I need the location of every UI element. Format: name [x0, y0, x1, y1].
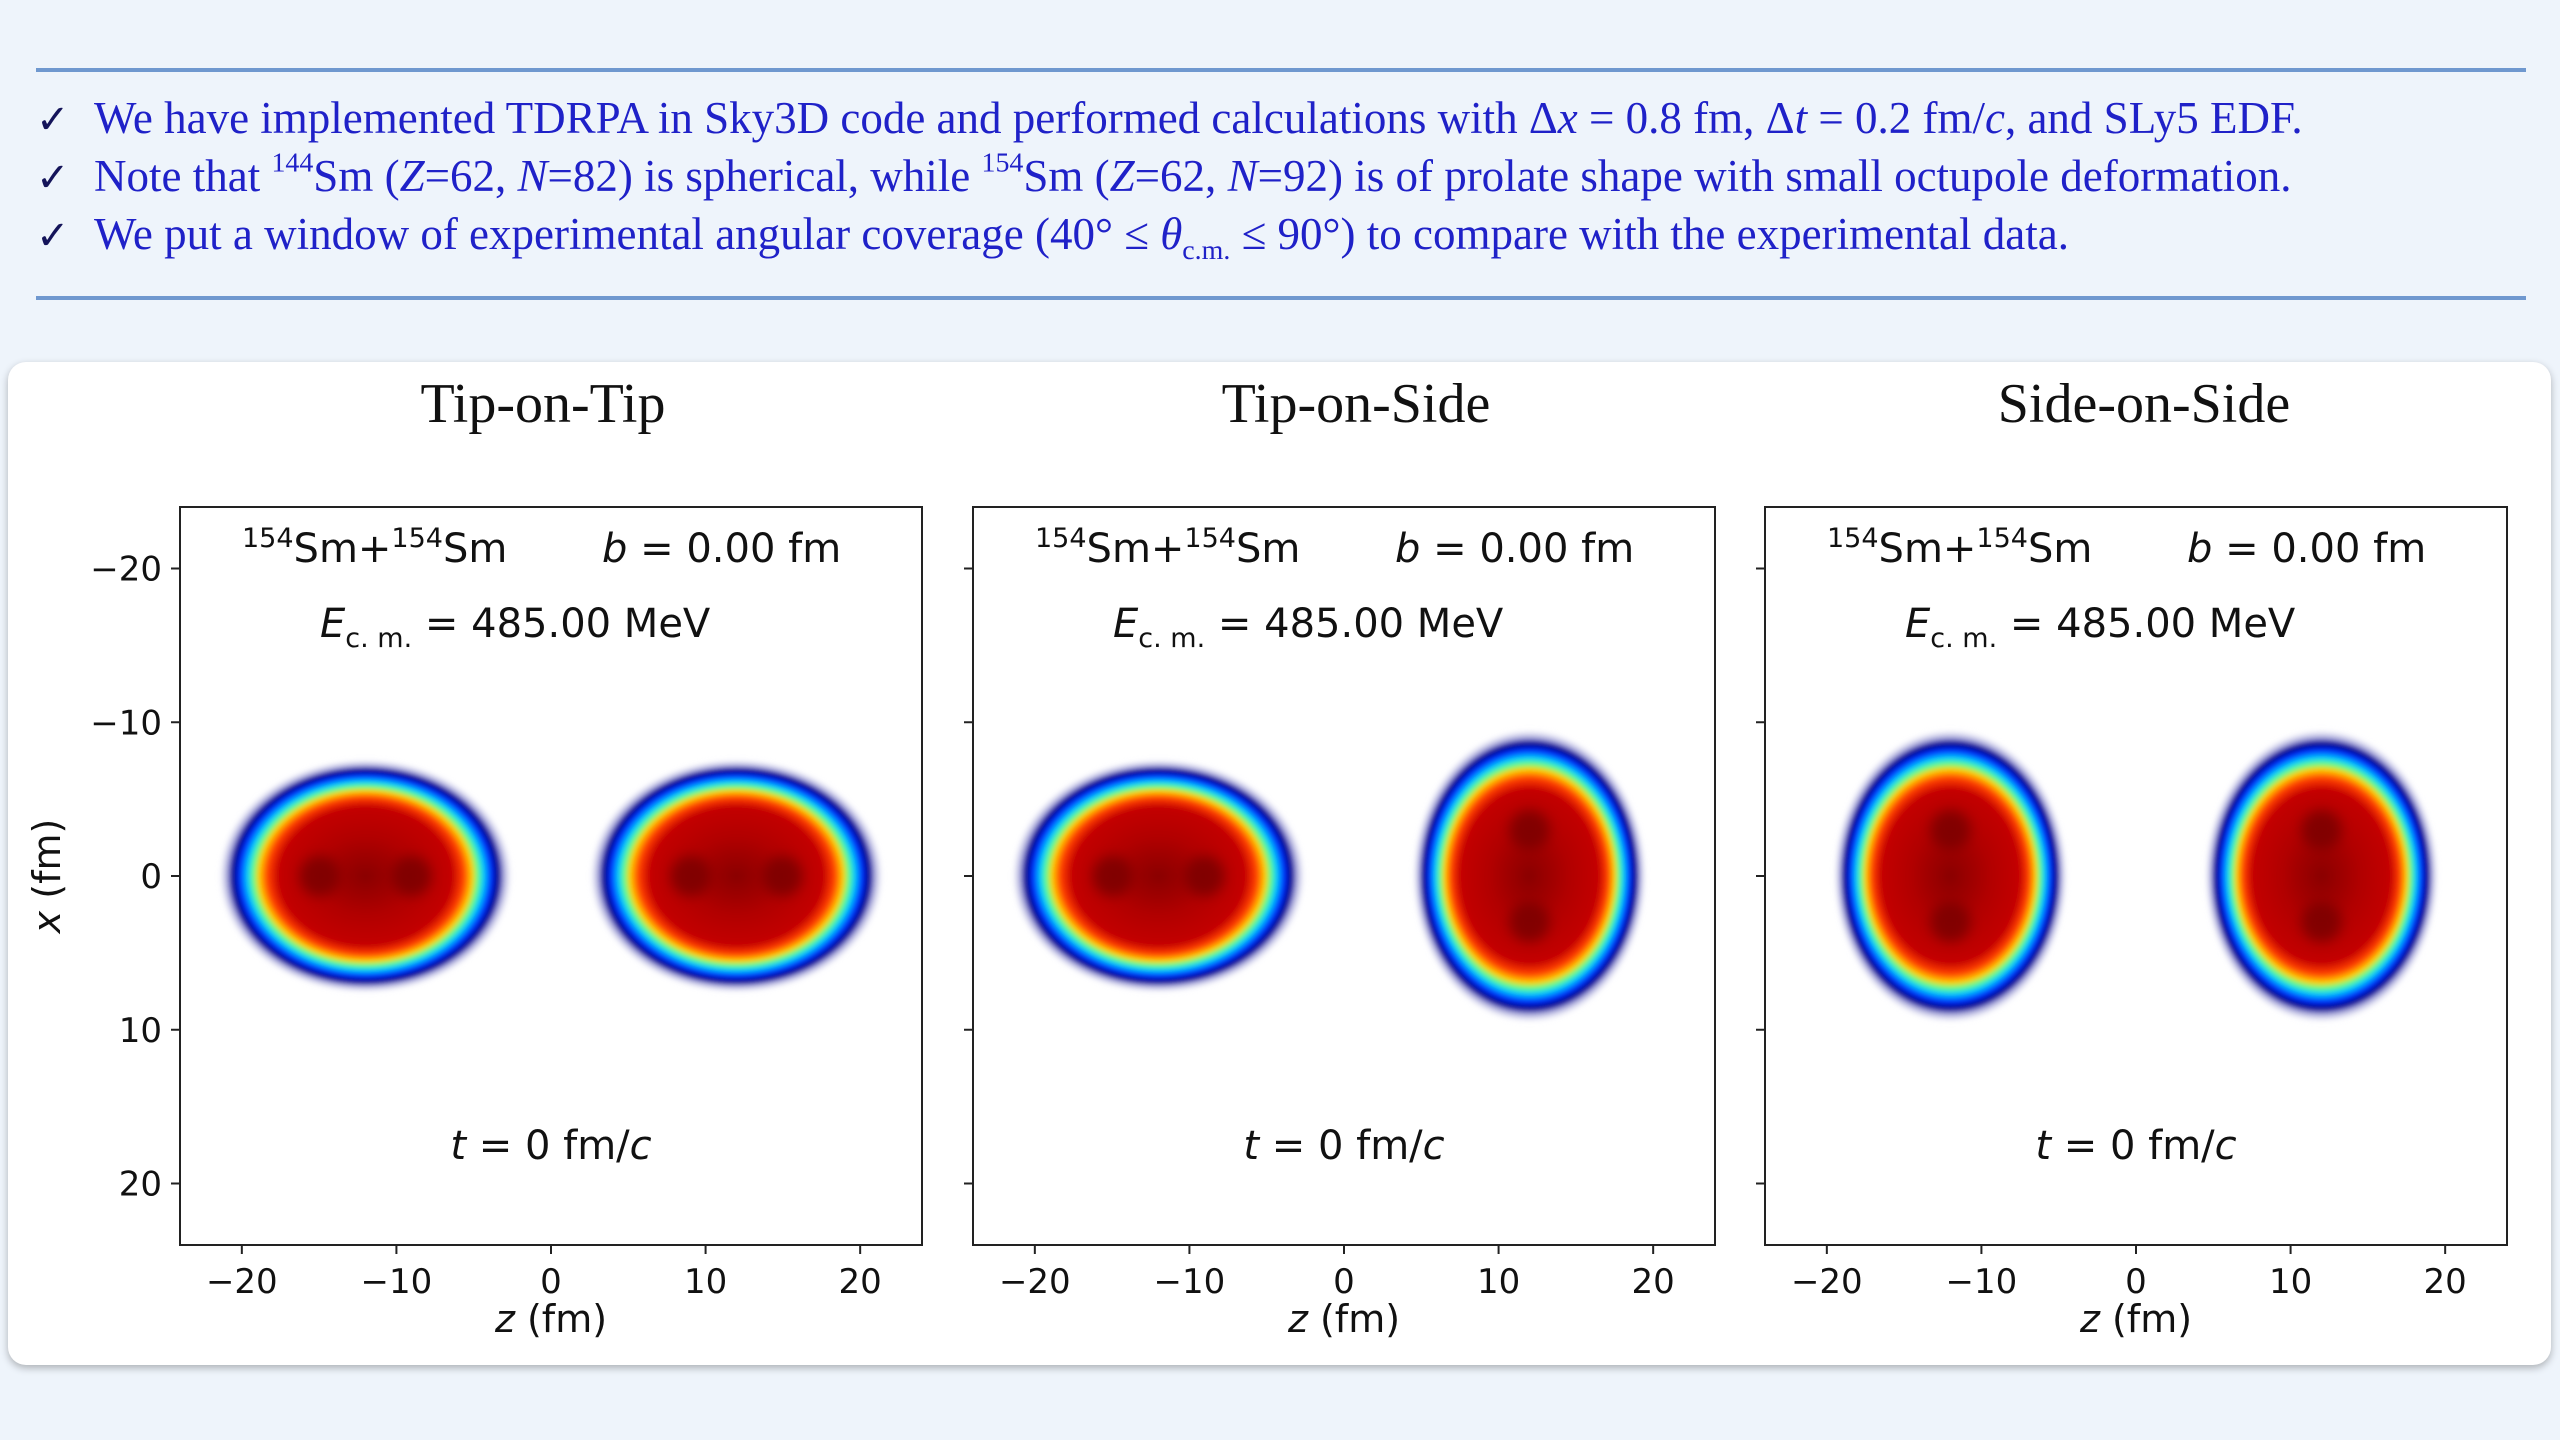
x-tick-label: 10 [2269, 1262, 2312, 1302]
bullet-text-2: Note that 144Sm (Z=62, N=82) is spherica… [94, 147, 2292, 201]
nucleus-density-blob [2203, 728, 2440, 1024]
x-tick-label: −10 [361, 1262, 433, 1302]
time-label: t = 0 fm/c [450, 1123, 651, 1169]
density-peak [1930, 810, 1971, 850]
x-tick-label: −20 [1791, 1262, 1863, 1302]
density-peak [1930, 902, 1971, 942]
impact-parameter-label: b = 0.00 fm [2187, 526, 2426, 572]
density-peak [1092, 856, 1133, 896]
x-tick-label: 20 [1632, 1262, 1675, 1302]
density-peak [762, 856, 803, 896]
x-tick-label: 0 [2125, 1262, 2147, 1302]
y-tick-label: 20 [119, 1165, 162, 1205]
x-tick-label: −20 [206, 1262, 278, 1302]
energy-label: Ec. m. = 485.00 MeV [320, 601, 711, 654]
density-peak [1184, 856, 1225, 896]
density-peak [2301, 810, 2342, 850]
x-tick-label: 10 [1477, 1262, 1520, 1302]
x-tick-label: −10 [1154, 1262, 1226, 1302]
checkmark-icon: ✓ [36, 97, 70, 143]
reaction-label: 154Sm+154Sm [242, 523, 507, 572]
nucleus-density-blob [588, 758, 885, 994]
nucleus-density-blob [1411, 728, 1648, 1024]
y-tick-label: −20 [90, 550, 162, 590]
x-tick-label: 20 [2424, 1262, 2467, 1302]
density-peak [1509, 902, 1550, 942]
y-tick-label: 0 [140, 857, 162, 897]
density-peak [670, 856, 711, 896]
figure-card: Tip-on-Tip −20 −10 0 10 20 −20 −10 0 10 20 z (fm) 15… [8, 362, 2551, 1365]
time-label: t = 0 fm/c [2035, 1123, 2236, 1169]
panel-title: Side-on-Side [1998, 373, 2290, 435]
density-peak [391, 856, 432, 896]
x-tick-label: 10 [684, 1262, 727, 1302]
time-label: t = 0 fm/c [1243, 1123, 1444, 1169]
bullet-item-2: ✓ Note that 144Sm (Z=62, N=82) is spheri… [36, 147, 2536, 208]
nucleus-density-blob [1010, 758, 1307, 994]
impact-parameter-label: b = 0.00 fm [602, 526, 841, 572]
y-axis-label: x (fm) [25, 819, 69, 935]
x-axis-label: z (fm) [1287, 1297, 1400, 1341]
reaction-label: 154Sm+154Sm [1827, 523, 2092, 572]
nucleus-density-blob [217, 758, 514, 994]
x-tick-label: −10 [1946, 1262, 2018, 1302]
panel-title: Tip-on-Side [1222, 373, 1491, 435]
bottom-rule [36, 296, 2526, 300]
checkmark-icon: ✓ [36, 155, 70, 201]
checkmark-icon: ✓ [36, 213, 70, 259]
density-figure: Tip-on-Tip −20 −10 0 10 20 −20 −10 0 10 20 z (fm) 15… [25, 373, 2508, 1341]
impact-parameter-label: b = 0.00 fm [1395, 526, 1634, 572]
density-peak [2301, 902, 2342, 942]
x-axis-label: z (fm) [2079, 1297, 2192, 1341]
x-tick-label: −20 [999, 1262, 1071, 1302]
density-peak [299, 856, 340, 896]
x-axis-label: z (fm) [494, 1297, 607, 1341]
bullet-item-1: ✓ We have implemented TDRPA in Sky3D cod… [36, 92, 2536, 150]
bullet-item-3: ✓ We put a window of experimental angula… [36, 208, 2536, 266]
y-tick-label: 10 [119, 1011, 162, 1051]
energy-label: Ec. m. = 485.00 MeV [1113, 601, 1504, 654]
density-peak [1509, 810, 1550, 850]
bullet-text-1: We have implemented TDRPA in Sky3D code … [94, 93, 2303, 143]
panel-title: Tip-on-Tip [421, 373, 666, 435]
x-tick-label: 0 [540, 1262, 562, 1302]
x-tick-label: 0 [1333, 1262, 1355, 1302]
y-tick-label: −10 [90, 703, 162, 743]
bullet-list: ✓ We have implemented TDRPA in Sky3D cod… [36, 92, 2536, 266]
nucleus-density-blob [1832, 728, 2069, 1024]
energy-label: Ec. m. = 485.00 MeV [1905, 601, 2296, 654]
reaction-label: 154Sm+154Sm [1035, 523, 1300, 572]
top-rule [36, 68, 2526, 72]
x-tick-label: 20 [839, 1262, 882, 1302]
bullet-text-3: We put a window of experimental angular … [94, 209, 2069, 266]
